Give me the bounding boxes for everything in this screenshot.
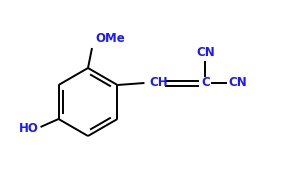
Text: CN: CN — [228, 77, 247, 90]
Text: HO: HO — [19, 123, 39, 136]
Text: OMe: OMe — [95, 32, 125, 45]
Text: CN: CN — [196, 46, 215, 59]
Text: C: C — [202, 77, 210, 90]
Text: CH: CH — [150, 77, 168, 90]
